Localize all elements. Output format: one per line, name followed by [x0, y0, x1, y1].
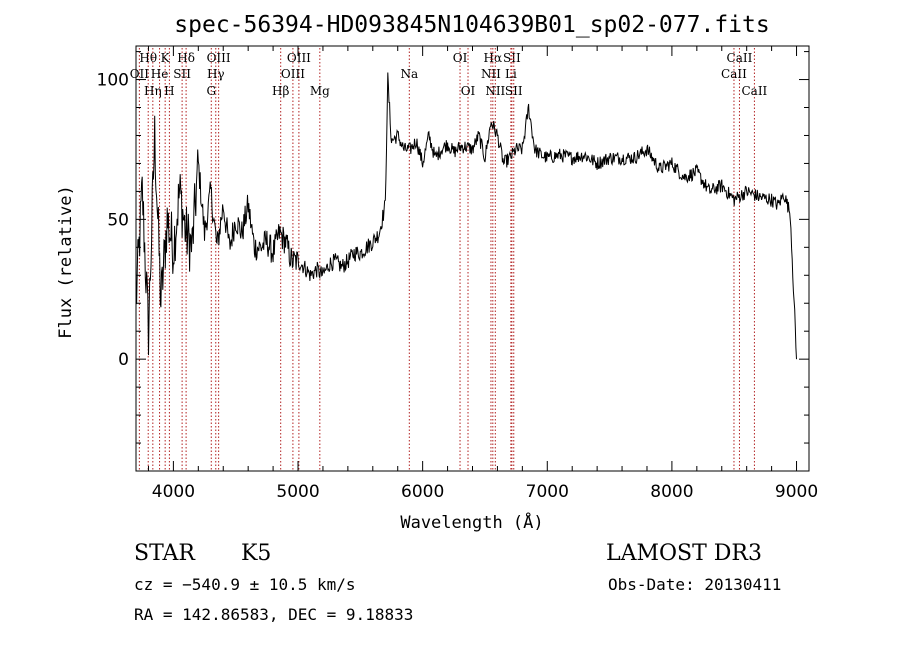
- line-marker: CaII: [721, 48, 747, 471]
- line-marker: Hη: [144, 48, 162, 471]
- line-marker: H: [164, 48, 175, 471]
- line-marker-label: Hθ: [139, 51, 157, 65]
- y-tick-label: 100: [97, 71, 129, 91]
- x-tick-label: 5000: [276, 482, 319, 502]
- line-marker: NII: [481, 48, 501, 471]
- line-marker-label: Hγ: [207, 67, 225, 81]
- line-marker: Hδ: [177, 48, 195, 471]
- line-marker: OI: [461, 48, 476, 471]
- line-marker-label: CaII: [721, 67, 747, 81]
- line-marker: NII: [485, 48, 506, 471]
- line-marker-label: Hη: [144, 84, 162, 98]
- x-tick-label: 9000: [775, 482, 818, 502]
- y-axis-label: Flux (relative): [56, 185, 76, 339]
- line-marker-label: SII: [505, 84, 523, 98]
- spectral-line-markers: Hθ OII Hη K He SII H Hδ OIII Hγ G Hβ OIII OIII Mg Na OI O…: [130, 48, 768, 471]
- line-marker: OIII: [287, 48, 311, 471]
- line-marker-label: OIII: [281, 67, 305, 81]
- line-marker-label: Na: [400, 67, 418, 81]
- line-marker-label: Hδ: [177, 51, 195, 65]
- line-marker: Mg: [310, 48, 330, 471]
- line-marker-label: H: [164, 84, 174, 98]
- line-marker-label: OIII: [207, 51, 231, 65]
- line-marker-label: K: [161, 51, 171, 65]
- line-marker-label: He: [151, 67, 169, 81]
- line-marker: CaII: [727, 48, 753, 471]
- chart-title: spec-56394-HD093845N104639B01_sp02-077.f…: [174, 12, 769, 38]
- x-axis-label: Wavelength (Å): [400, 511, 543, 533]
- y-tick-label: 0: [118, 350, 129, 370]
- redshift-velocity: cz = −540.9 ± 10.5 km/s: [134, 575, 356, 594]
- x-tick-label: 4000: [152, 482, 195, 502]
- line-marker: OI: [453, 48, 468, 471]
- line-marker: G: [206, 48, 216, 471]
- line-marker-label: NII: [481, 67, 501, 81]
- line-marker: Li: [505, 48, 517, 471]
- line-marker-label: SII: [503, 51, 521, 65]
- line-marker: Hγ: [207, 48, 225, 471]
- object-class: STAR: [134, 541, 195, 566]
- x-tick-label: 8000: [650, 482, 693, 502]
- line-marker-label: Mg: [310, 84, 330, 98]
- plot-frame: [135, 45, 810, 472]
- line-marker: Hβ: [272, 48, 289, 471]
- line-marker-label: SII: [173, 67, 191, 81]
- line-marker: OIII: [207, 48, 231, 471]
- line-marker-label: OI: [453, 51, 468, 65]
- line-marker: Na: [400, 48, 418, 471]
- line-marker-label: OI: [461, 84, 476, 98]
- line-marker: OII: [130, 48, 150, 471]
- line-marker-label: CaII: [741, 84, 767, 98]
- line-marker-label: OII: [130, 67, 150, 81]
- line-marker-label: Hα: [484, 51, 503, 65]
- line-marker: Hθ: [139, 48, 157, 471]
- line-marker-label: G: [206, 84, 216, 98]
- x-tick-label: 6000: [401, 482, 444, 502]
- line-marker: Hα: [484, 48, 503, 471]
- y-tick-label: 50: [107, 210, 129, 230]
- line-marker: SII: [173, 48, 191, 471]
- line-marker: SII: [503, 48, 521, 471]
- line-marker-label: Li: [505, 67, 517, 81]
- object-subclass: K5: [241, 541, 272, 566]
- line-marker-label: OIII: [287, 51, 311, 65]
- line-marker: SII: [505, 48, 523, 471]
- ra-dec-coordinates: RA = 142.86583, DEC = 9.18833: [134, 605, 414, 624]
- spectrum-series-line: [135, 72, 797, 360]
- line-marker: CaII: [741, 48, 768, 471]
- line-marker-label: Hβ: [272, 84, 289, 98]
- survey-name: LAMOST DR3: [606, 541, 762, 566]
- line-marker-label: CaII: [727, 51, 753, 65]
- axis-ticks: 4000 5000 6000 7000 8000 9000 0 50 100: [97, 46, 818, 502]
- observation-date: Obs-Date: 20130411: [608, 575, 782, 594]
- line-marker-label: NII: [485, 84, 505, 98]
- x-tick-label: 7000: [526, 482, 569, 502]
